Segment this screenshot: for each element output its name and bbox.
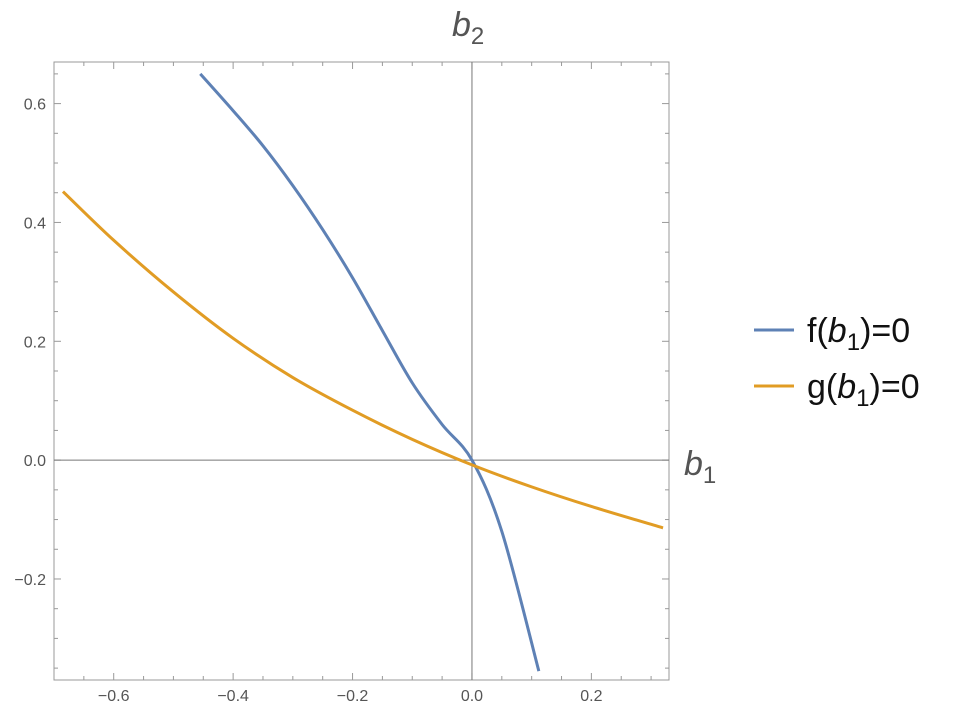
tick-labels: −0.6 −0.4 −0.2 0.0 0.2 −0.2 0.0 0.2 0.4 0.6 bbox=[14, 97, 602, 705]
series-line-1 bbox=[199, 72, 541, 672]
x-tick-label: −0.6 bbox=[98, 688, 130, 705]
y-axis-label: b2 bbox=[452, 6, 484, 50]
legend: f(b1)=0 g(b1)=0 bbox=[754, 312, 920, 412]
x-axis-label-base: b bbox=[684, 445, 703, 483]
y-tick-label: 0.6 bbox=[24, 97, 46, 114]
y-tick-label: −0.2 bbox=[14, 572, 46, 589]
x-axis-label-sub: 1 bbox=[703, 462, 716, 489]
tick-marks bbox=[53, 62, 669, 680]
x-axis-label: b1 bbox=[684, 445, 716, 489]
plot-frame bbox=[53, 61, 670, 681]
x-tick-label: 0.0 bbox=[461, 688, 483, 705]
series-lines bbox=[61, 72, 664, 672]
y-tick-label: 0.0 bbox=[24, 453, 46, 470]
legend-label-2: g(b1)=0 bbox=[807, 368, 920, 412]
legend-label-1: f(b1)=0 bbox=[807, 312, 910, 356]
x-tick-label: −0.4 bbox=[217, 688, 249, 705]
y-tick-label: 0.2 bbox=[24, 334, 46, 351]
x-tick-label: 0.2 bbox=[580, 688, 602, 705]
axis-lines bbox=[54, 62, 669, 680]
series-line-2 bbox=[61, 190, 664, 530]
y-axis-label-base: b bbox=[452, 6, 471, 44]
y-tick-label: 0.4 bbox=[24, 215, 46, 232]
x-tick-label: −0.2 bbox=[337, 688, 369, 705]
y-axis-label-sub: 2 bbox=[471, 23, 484, 50]
